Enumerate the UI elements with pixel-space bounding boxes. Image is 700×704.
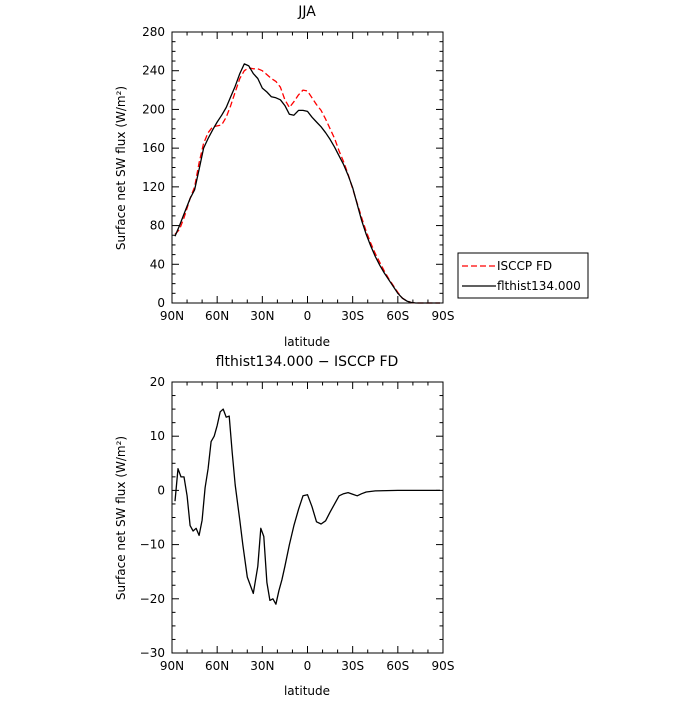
top-y-tick-label: 0 — [157, 296, 165, 310]
bottom-x-axis-label: latitude — [284, 684, 330, 698]
bottom-y-tick-label: −30 — [140, 646, 165, 660]
top-y-tick-label: 160 — [142, 141, 165, 155]
bottom-y-tick-label: −10 — [140, 538, 165, 552]
legend: ISCCP FD flthist134.000 — [457, 252, 589, 299]
top-y-tick-label: 280 — [142, 25, 165, 39]
top-x-tick-label: 60S — [386, 309, 409, 323]
bottom-panel-title: flthist134.000 − ISCCP FD — [216, 354, 399, 370]
bottom-y-tick-label: −20 — [140, 592, 165, 606]
top-y-tick-label: 80 — [150, 219, 165, 233]
legend-entry-isccp: ISCCP FD — [497, 259, 552, 273]
bottom-x-tick-label: 0 — [304, 659, 312, 673]
bottom-y-tick-label: 10 — [150, 429, 165, 443]
top-panel-title: JJA — [297, 4, 316, 20]
top-x-tick-label: 90N — [160, 309, 184, 323]
bottom-panel: flthist134.000 − ISCCP FD latitude Surfa… — [114, 354, 454, 698]
bottom-x-tick-label: 90N — [160, 659, 184, 673]
bottom-plot-area: 90N 60N 30N 0 30S 60S 90S −30 −20 −10 0 10 20 — [140, 375, 455, 673]
top-panel: JJA latitude Surface net SW flux (W/m²) … — [114, 4, 454, 349]
top-y-axis-label: Surface net SW flux (W/m²) — [114, 86, 128, 250]
bottom-y-tick-label: 0 — [157, 483, 165, 497]
top-plot-area: 90N 60N 30N 0 30S 60S 90S 0 40 80 120 160 200 240 280 — [142, 25, 454, 323]
top-y-tick-label: 200 — [142, 102, 165, 116]
bottom-x-tick-label: 60N — [205, 659, 229, 673]
top-series-line-2 — [174, 63, 440, 304]
bottom-plot-frame — [171, 381, 444, 654]
top-x-tick-label: 90S — [432, 309, 455, 323]
bottom-x-tick-label: 60S — [386, 659, 409, 673]
top-x-tick-label: 30S — [341, 309, 364, 323]
bottom-x-tick-label: 90S — [432, 659, 455, 673]
top-y-tick-label: 240 — [142, 64, 165, 78]
top-y-tick-label: 120 — [142, 180, 165, 194]
top-plot-frame — [171, 31, 444, 304]
top-series-line-1 — [174, 67, 440, 304]
top-y-tick-label: 40 — [150, 257, 165, 271]
top-x-tick-label: 30N — [250, 309, 274, 323]
legend-entry-model: flthist134.000 — [497, 279, 581, 293]
bottom-series-line-1 — [174, 408, 440, 605]
legend-box — [457, 252, 589, 299]
bottom-x-tick-label: 30N — [250, 659, 274, 673]
top-x-axis-label: latitude — [284, 335, 330, 349]
top-x-tick-label: 60N — [205, 309, 229, 323]
bottom-y-axis-label: Surface net SW flux (W/m²) — [114, 436, 128, 600]
bottom-y-tick-label: 20 — [150, 375, 165, 389]
top-x-tick-label: 0 — [304, 309, 312, 323]
bottom-x-tick-label: 30S — [341, 659, 364, 673]
